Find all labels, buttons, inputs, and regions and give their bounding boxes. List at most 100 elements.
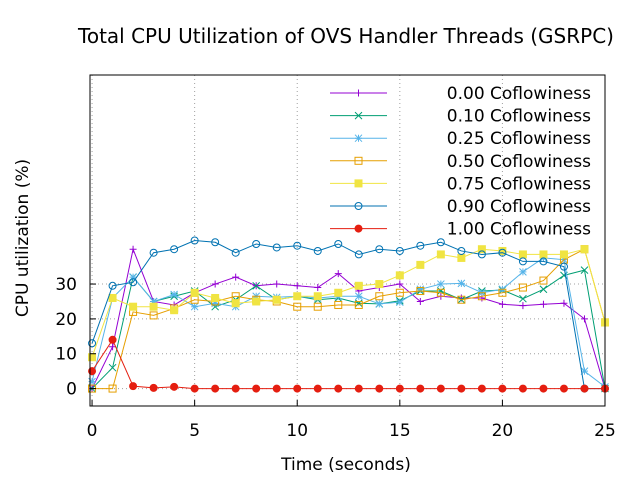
legend-entry: 0.10 Coflowiness [330,107,591,127]
data-point [232,273,240,281]
legend-entry: 0.75 Coflowiness [330,174,591,194]
legend-label: 0.00 Coflowiness [447,84,591,104]
legend-swatch-marker [354,156,363,165]
data-point [457,294,465,302]
x-tick-label: 25 [594,421,616,441]
data-point [498,384,507,393]
data-point [170,382,179,391]
data-point [354,384,363,393]
data-point [313,292,322,301]
chart-title: Total CPU Utilization of OVS Handler Thr… [77,24,614,48]
data-point [395,246,404,255]
data-point [518,283,527,292]
series-line [91,248,606,358]
y-tick-label: 10 [55,345,77,365]
data-point [334,270,342,278]
y-tick-label: 30 [55,275,77,295]
data-point [149,297,158,306]
x-tick-label: 0 [87,421,98,441]
series-line [91,247,606,389]
data-point [477,245,486,254]
data-point [334,239,343,248]
data-point [108,293,117,302]
data-point [477,250,486,259]
legend-swatch-marker [354,224,363,233]
data-point [190,236,199,245]
series-line [91,338,605,390]
series-5 [88,236,609,393]
data-point [519,268,527,276]
data-point [354,292,363,301]
data-point [539,276,548,285]
data-point [293,384,302,393]
data-point [108,335,117,344]
legend-label: 0.90 Coflowiness [447,197,591,217]
data-point [252,384,261,393]
data-point [272,295,281,304]
x-tick-label: 15 [389,421,411,441]
data-point [129,245,137,253]
data-point [580,384,589,393]
data-point [375,245,384,254]
data-point [252,239,261,248]
data-point [437,280,445,288]
data-point [129,273,137,281]
data-point [559,262,568,271]
data-point [519,302,527,310]
data-point [252,297,261,306]
data-point [395,271,404,280]
data-point [580,315,588,323]
series-line [91,269,606,389]
data-point [108,363,117,372]
legend-label: 0.25 Coflowiness [447,129,591,149]
series-line [92,248,606,390]
data-point [354,250,363,259]
data-point [518,384,527,393]
data-point [375,300,384,308]
data-point [272,384,281,393]
data-point [129,302,138,311]
data-point [416,241,425,250]
data-point [108,281,117,290]
axis-ticks: 0 5 10 15 20 25 0 10 20 30 [55,275,615,441]
legend-swatch-marker [355,89,362,97]
data-point [149,311,158,320]
data-point [396,280,404,288]
data-point [272,243,281,252]
legend-swatch-marker [354,134,363,143]
x-tick-label: 10 [286,421,308,441]
data-point [457,295,466,304]
data-point [354,281,363,290]
data-point [354,300,363,309]
data-point [416,384,425,393]
data-point [354,299,363,308]
data-point [498,300,506,308]
data-point [149,383,158,392]
data-point [416,260,425,269]
data-point [334,288,343,297]
data-point [211,238,220,247]
y-tick-label: 20 [55,310,77,330]
data-point [314,284,322,292]
y-tick-label: 0 [66,380,77,400]
data-point [477,384,486,393]
x-tick-label: 20 [492,421,514,441]
data-point [88,339,97,348]
data-point [436,384,445,393]
data-point [539,384,548,393]
data-point [477,292,486,301]
data-point [109,343,117,351]
series-2 [88,254,609,391]
data-point [436,288,445,297]
data-point [436,250,445,259]
series-line [91,257,606,388]
data-point [211,280,219,288]
legend-swatch-marker [354,202,363,210]
data-point [457,279,466,288]
legend-label: 1.00 Coflowiness [447,220,591,240]
data-point [313,302,322,311]
data-point [170,245,179,254]
data-point [580,367,589,376]
